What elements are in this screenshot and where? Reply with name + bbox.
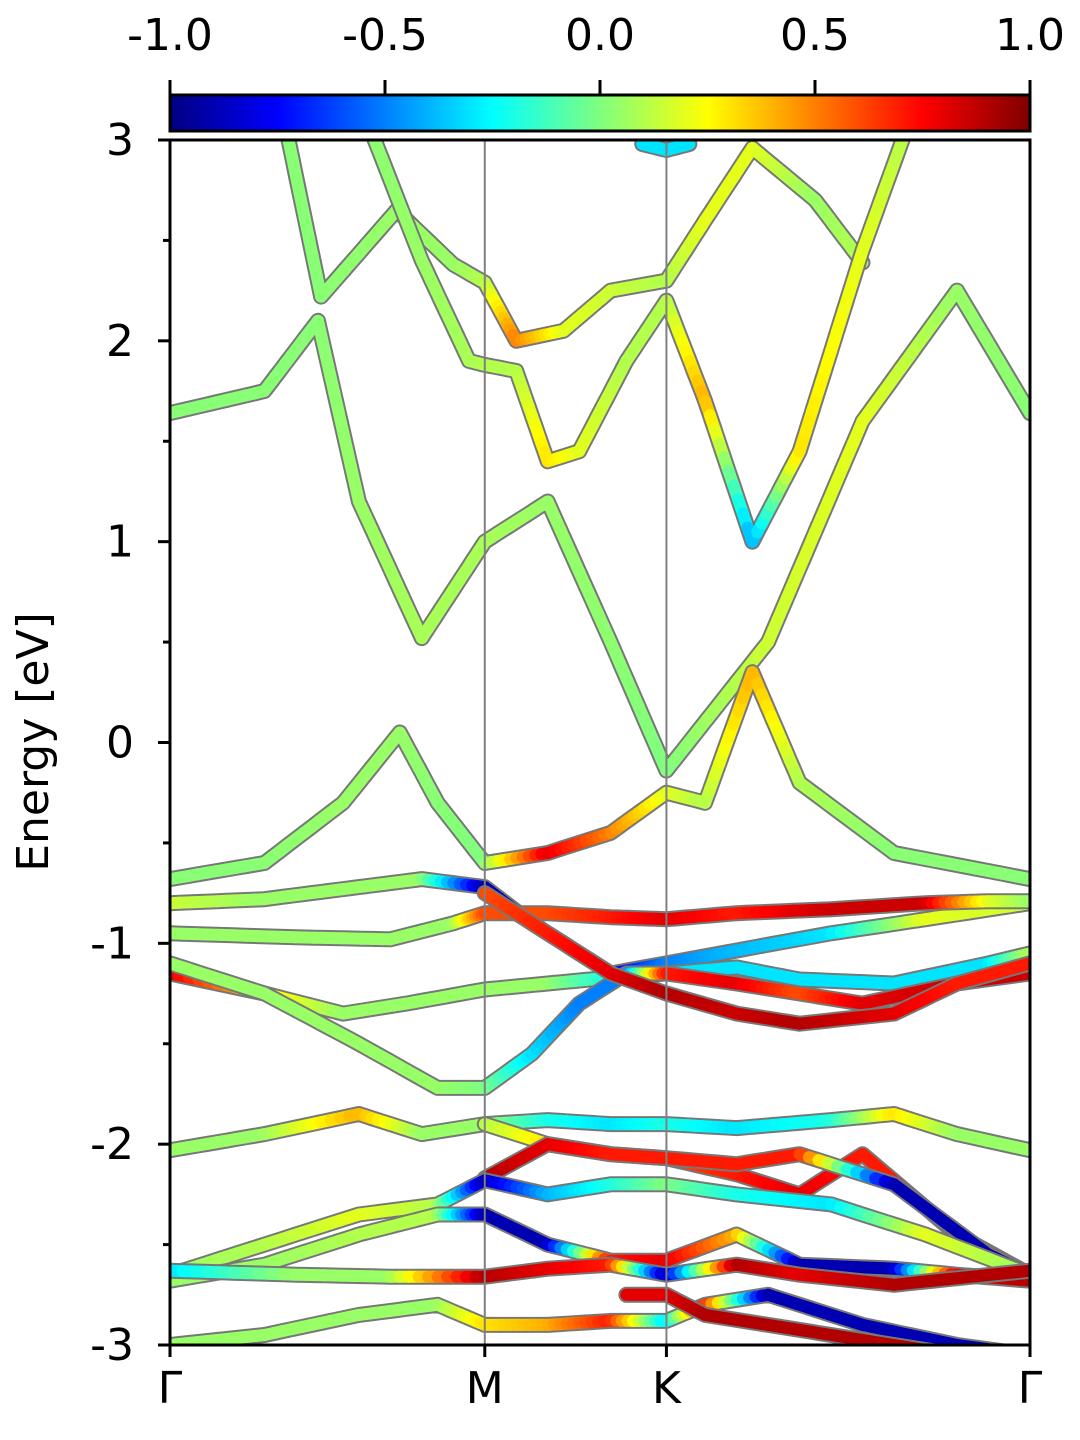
y-tick-label: -2	[90, 1119, 134, 1170]
band-segment	[1010, 870, 1030, 886]
band-segment	[990, 1344, 1002, 1345]
band-segment	[944, 1353, 950, 1354]
colorbar-tick-label: 1.0	[995, 10, 1065, 61]
y-tick-label: -3	[90, 1320, 134, 1371]
x-tick-label: Γ	[158, 1363, 183, 1414]
band-outline	[366, 140, 911, 550]
y-axis: -3 -2 -1 0 1 2 3	[90, 115, 170, 1371]
band-segment	[914, 1343, 929, 1345]
x-tick-label: Γ	[1018, 1363, 1043, 1414]
band-segment	[981, 1343, 997, 1345]
y-tick-label: 2	[106, 316, 134, 367]
band-segment	[894, 140, 909, 152]
band-segment	[973, 1342, 991, 1345]
band-segment	[1010, 1264, 1030, 1279]
band-segment	[922, 1344, 933, 1345]
band-9	[476, 885, 1030, 1032]
band-3	[366, 140, 911, 550]
band-17	[618, 1286, 957, 1355]
x-tick-label: M	[466, 1363, 504, 1414]
colorbar-gradient	[168, 93, 1032, 133]
band-segment	[907, 1342, 924, 1345]
band-segment	[938, 1352, 944, 1353]
band-segment	[951, 1354, 957, 1355]
band-2	[280, 140, 871, 349]
plot-area: -3 -2 -1 0 1 2 3 Γ M K Γ Energy [eV]	[8, 115, 1043, 1414]
band-segment	[1008, 1352, 1015, 1353]
x-tick-label: K	[652, 1363, 682, 1414]
band-outline	[170, 664, 1030, 888]
band-6	[170, 893, 1030, 948]
y-tick-label: 0	[106, 718, 134, 769]
band-segment	[681, 140, 696, 151]
band-16	[170, 1286, 1022, 1354]
band-15	[170, 1256, 1030, 1293]
band-4	[170, 664, 1030, 888]
band-segment	[932, 1351, 938, 1352]
band-lines	[170, 140, 1030, 1355]
band-segment	[900, 1341, 919, 1345]
colorbar-ticks: -1.0 -0.5 0.0 0.5 1.0	[127, 10, 1065, 95]
band-segment	[1001, 1351, 1008, 1352]
band-segment	[965, 1341, 985, 1345]
colorbar-tick-label: 0.5	[780, 10, 850, 61]
plot-frame	[168, 138, 1032, 1347]
y-tick-label: 1	[106, 517, 134, 568]
y-axis-label: Energy [eV]	[8, 612, 59, 872]
colorbar-tick-label: -1.0	[127, 10, 213, 61]
y-tick-label: -1	[90, 918, 134, 969]
colorbar-tick-label: 0.0	[565, 10, 635, 61]
band-1	[170, 282, 1030, 779]
y-tick-label: 3	[106, 115, 134, 166]
colorbar-tick-label: -0.5	[342, 10, 428, 61]
band-segment	[1015, 1353, 1022, 1354]
band-outline	[280, 140, 871, 349]
colorbar: -1.0 -0.5 0.0 0.5 1.0	[127, 10, 1065, 133]
kpath-divider-lines	[483, 140, 668, 1345]
